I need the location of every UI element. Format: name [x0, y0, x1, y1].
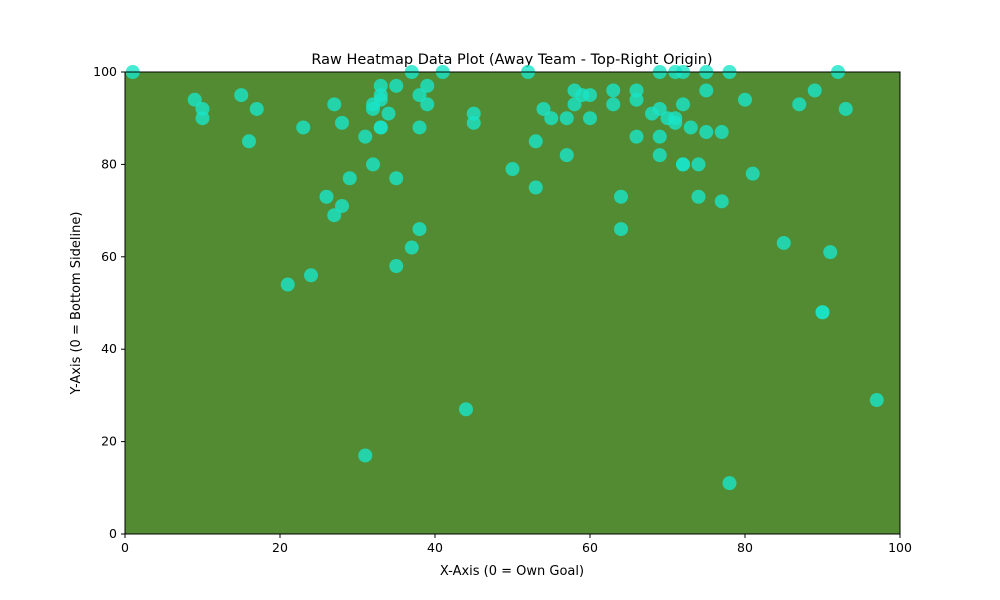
x-tick-label: 20 [272, 540, 288, 555]
data-point [714, 125, 729, 140]
data-point [606, 83, 621, 98]
data-point [583, 88, 597, 103]
data-point [691, 189, 706, 204]
data-point [459, 402, 473, 417]
data-point [420, 78, 435, 93]
data-point [358, 129, 373, 144]
x-tick-label: 60 [582, 540, 598, 555]
data-point [187, 92, 202, 107]
data-point [249, 101, 264, 116]
data-point [373, 120, 388, 135]
y-tick-label: 0 [109, 526, 117, 541]
data-point [373, 92, 388, 107]
x-tick-label: 0 [121, 540, 129, 555]
data-point [366, 101, 380, 116]
data-point [319, 189, 334, 204]
x-tick-label: 40 [427, 540, 443, 555]
data-point [583, 111, 597, 126]
data-point [629, 92, 644, 107]
data-point [652, 148, 667, 163]
data-point [699, 125, 714, 140]
data-point [389, 78, 404, 93]
data-point [722, 476, 737, 491]
data-point [327, 208, 342, 223]
chart-title: Raw Heatmap Data Plot (Away Team - Top-R… [311, 52, 712, 68]
data-point [335, 115, 349, 130]
data-point [342, 171, 357, 186]
data-point [699, 83, 714, 98]
data-point [676, 157, 690, 172]
y-axis-ticks: 0 20 40 60 80 100 [93, 64, 125, 541]
x-tick-label: 80 [737, 540, 753, 555]
data-point [683, 120, 698, 135]
data-point [629, 129, 644, 144]
y-tick-label: 20 [101, 434, 117, 449]
plot-area [125, 72, 900, 534]
plot-frame [124, 71, 901, 535]
data-point [614, 189, 628, 204]
data-point [528, 134, 543, 149]
data-point [381, 106, 396, 121]
data-point [559, 148, 574, 163]
data-point [536, 101, 551, 116]
data-point [823, 245, 838, 260]
data-point [404, 240, 419, 255]
data-point [544, 111, 559, 126]
data-point [652, 129, 667, 144]
data-point [714, 194, 729, 209]
data-point [676, 97, 690, 112]
data-point [412, 120, 427, 135]
data-point [606, 97, 621, 112]
data-point [420, 97, 435, 112]
data-point [195, 111, 210, 126]
data-point [668, 115, 683, 130]
y-axis-label: Y-Axis (0 = Bottom Sideline) [69, 212, 84, 396]
data-point [792, 97, 807, 112]
x-axis-ticks: 0 20 40 60 80 100 [121, 534, 912, 555]
y-tick-label: 60 [101, 249, 117, 264]
data-point [412, 88, 427, 103]
data-point [335, 198, 349, 213]
data-point [389, 259, 404, 274]
x-axis-label: X-Axis (0 = Own Goal) [440, 564, 584, 579]
data-point [807, 83, 822, 98]
data-point [505, 162, 520, 177]
data-point [652, 101, 667, 116]
data-point [466, 115, 481, 130]
data-point [838, 101, 853, 116]
points-layer [125, 65, 884, 491]
data-point [280, 277, 295, 292]
data-point [559, 111, 574, 126]
data-point [389, 171, 404, 186]
data-point [776, 235, 791, 250]
data-point [614, 222, 628, 237]
data-point [745, 166, 760, 181]
data-point [234, 88, 249, 103]
data-point [738, 92, 752, 107]
data-point [815, 305, 830, 320]
data-point [567, 97, 582, 112]
data-point [412, 222, 427, 237]
x-tick-label: 100 [888, 540, 912, 555]
data-point [296, 120, 311, 135]
data-point [528, 180, 543, 195]
data-point [242, 134, 256, 149]
y-tick-label: 40 [101, 341, 117, 356]
y-tick-label: 100 [93, 64, 117, 79]
data-point [327, 97, 342, 112]
y-tick-label: 80 [101, 156, 117, 171]
data-point [304, 268, 318, 283]
data-point [358, 448, 373, 463]
data-point [691, 157, 706, 172]
data-point [869, 393, 884, 408]
data-point [366, 157, 380, 172]
